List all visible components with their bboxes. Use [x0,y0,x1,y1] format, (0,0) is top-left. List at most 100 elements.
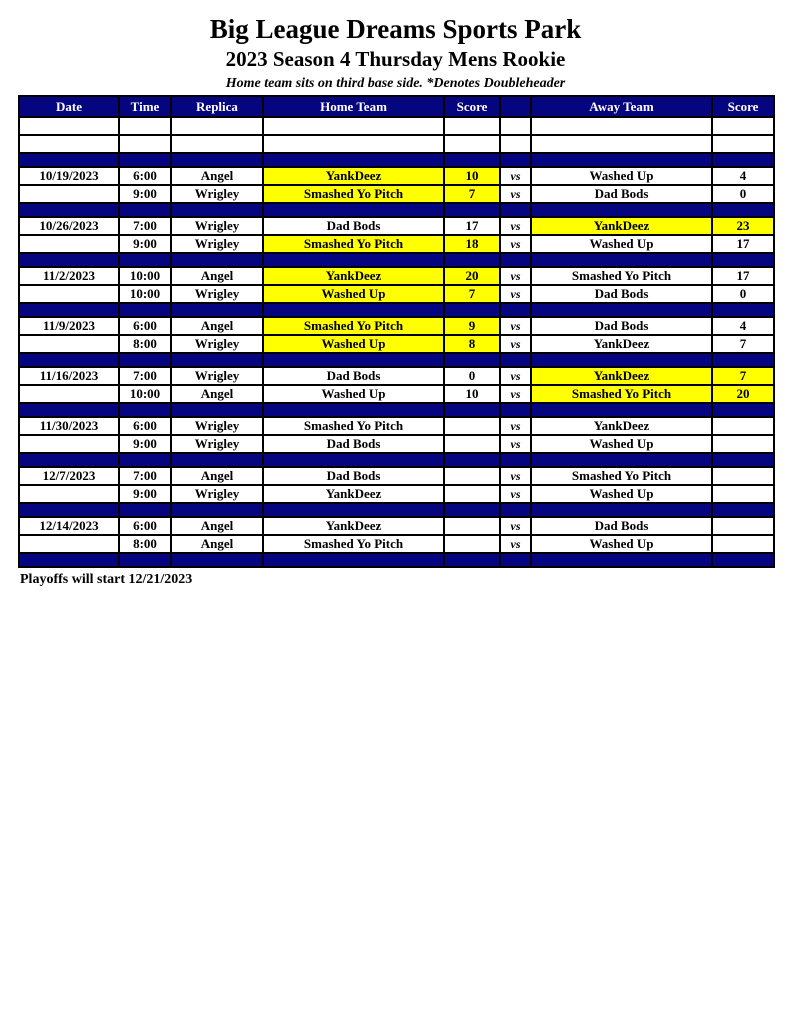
spacer-cell [499,452,532,468]
cell-replica: Wrigley [170,434,264,454]
cell-time: 9:00 [118,234,172,254]
game-row: 9:00 Wrigley Smashed Yo Pitch 18 vs Washed Up… [18,234,775,254]
spacer-cell [530,502,713,518]
cell-home-score [443,416,501,436]
cell-time: 10:00 [118,266,172,286]
spacer-row [18,302,775,318]
cell-time: 10:00 [118,384,172,404]
spacer-cell [530,152,713,168]
cell-away-team: Washed Up [530,434,713,454]
cell-away-score: 7 [711,334,775,354]
spacer-cell [118,452,172,468]
cell-date [18,484,120,504]
cell-vs: vs [499,516,532,536]
cell-date [18,534,120,554]
cell-away-score: 7 [711,366,775,386]
cell-vs: vs [499,416,532,436]
cell-date [18,184,120,204]
cell-away-team: Dad Bods [530,284,713,304]
cell-replica: Angel [170,316,264,336]
cell-vs: vs [499,384,532,404]
cell-away-team: YankDeez [530,366,713,386]
cell-date: 11/2/2023 [18,266,120,286]
cell-home-team: Washed Up [262,334,445,354]
cell-away-score [711,534,775,554]
game-row [18,116,775,136]
spacer-cell [118,402,172,418]
spacer-cell [262,352,445,368]
cell-away-team: YankDeez [530,216,713,236]
game-row: 11/2/2023 10:00 Angel YankDeez 20 vs Smashed Y… [18,266,775,286]
spacer-cell [443,152,501,168]
spacer-cell [18,452,120,468]
cell-away-team: YankDeez [530,334,713,354]
spacer-cell [530,252,713,268]
cell-home-score: 9 [443,316,501,336]
cell-vs: vs [499,466,532,486]
spacer-cell [443,552,501,568]
cell-date [18,384,120,404]
cell-away-team: Dad Bods [530,516,713,536]
col-header-away-score: Score [711,95,775,118]
cell-vs: vs [499,334,532,354]
cell-date: 10/19/2023 [18,166,120,186]
cell-home-score: 17 [443,216,501,236]
spacer-cell [18,202,120,218]
game-row: 8:00 Wrigley Washed Up 8 vs YankDeez 7 [18,334,775,354]
col-header-vs [499,95,532,118]
cell-away-team: Washed Up [530,484,713,504]
cell-vs [499,116,532,136]
cell-away-team: Washed Up [530,534,713,554]
spacer-cell [443,452,501,468]
game-row: 11/9/2023 6:00 Angel Smashed Yo Pitch 9 vs Dad… [18,316,775,336]
cell-home-team [262,134,445,154]
cell-home-score: 7 [443,284,501,304]
spacer-cell [262,252,445,268]
cell-time [118,116,172,136]
spacer-row [18,502,775,518]
spacer-cell [118,252,172,268]
spacer-cell [711,202,775,218]
cell-date [18,116,120,136]
game-row: 8:00 Angel Smashed Yo Pitch vs Washed Up [18,534,775,554]
spacer-cell [711,452,775,468]
cell-away-score [711,516,775,536]
cell-replica: Angel [170,466,264,486]
game-row: 11/30/2023 6:00 Wrigley Smashed Yo Pitch vs Y… [18,416,775,436]
cell-home-team: YankDeez [262,516,445,536]
cell-replica: Angel [170,266,264,286]
cell-away-score [711,466,775,486]
spacer-cell [530,302,713,318]
game-row: 10/19/2023 6:00 Angel YankDeez 10 vs Washed Up… [18,166,775,186]
spacer-cell [262,202,445,218]
cell-date: 11/30/2023 [18,416,120,436]
cell-away-team [530,116,713,136]
spacer-cell [170,152,264,168]
cell-time [118,134,172,154]
cell-away-score [711,134,775,154]
game-row: 9:00 Wrigley YankDeez vs Washed Up [18,484,775,504]
cell-away-score: 17 [711,266,775,286]
spacer-row [18,202,775,218]
schedule-table: Date Time Replica Home Team Score Away T… [18,95,775,568]
cell-away-score [711,416,775,436]
cell-replica: Angel [170,384,264,404]
cell-replica: Angel [170,516,264,536]
spacer-cell [118,152,172,168]
spacer-cell [262,402,445,418]
spacer-cell [118,352,172,368]
cell-home-team: YankDeez [262,266,445,286]
col-header-home-team: Home Team [262,95,445,118]
spacer-cell [711,252,775,268]
cell-away-score [711,116,775,136]
cell-replica: Wrigley [170,334,264,354]
spacer-cell [18,402,120,418]
spacer-cell [499,552,532,568]
spacer-cell [711,352,775,368]
cell-date [18,334,120,354]
spacer-cell [499,202,532,218]
spacer-cell [262,302,445,318]
cell-away-score: 17 [711,234,775,254]
spacer-cell [499,352,532,368]
spacer-cell [499,302,532,318]
